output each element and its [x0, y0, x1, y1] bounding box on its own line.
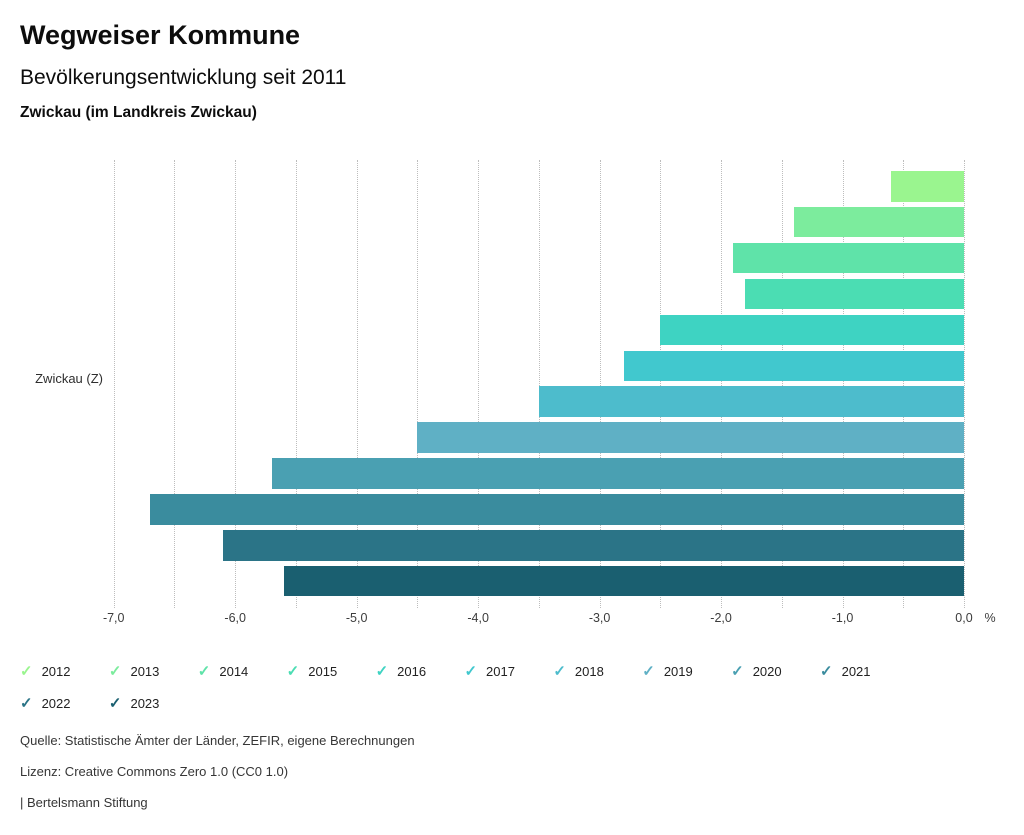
- app-title: Wegweiser Kommune: [20, 20, 301, 50]
- gridline: [235, 160, 237, 608]
- checkmark-icon: ✓: [375, 662, 389, 680]
- legend-item-2014[interactable]: ✓ 2014: [198, 655, 287, 687]
- legend-item-2012[interactable]: ✓ 2012: [20, 655, 109, 687]
- license-text: Lizenz: Creative Commons Zero 1.0 (CC0 1…: [20, 764, 289, 779]
- bar-2022[interactable]: [223, 530, 964, 561]
- x-axis-tick-label: -2,0: [710, 611, 732, 625]
- bar-2019[interactable]: [417, 422, 964, 453]
- gridline: [113, 160, 115, 608]
- bar-2023[interactable]: [283, 565, 964, 597]
- legend-item-2019[interactable]: ✓ 2019: [642, 655, 731, 687]
- legend-year-label: 2014: [219, 663, 249, 679]
- x-axis: % -7,0 -6,0 -5,0 -4,0 -3,0 -2,0 -1,0 0,0: [53, 611, 996, 627]
- x-axis-unit-label: %: [984, 611, 996, 625]
- legend-item-2023[interactable]: ✓ 2023: [109, 687, 198, 719]
- bar-2021[interactable]: [150, 494, 964, 525]
- legend-item-2017[interactable]: ✓ 2017: [464, 655, 553, 687]
- legend-year-label: 2020: [752, 663, 782, 679]
- gridline: [660, 160, 662, 608]
- legend-item-2020[interactable]: ✓ 2020: [731, 655, 820, 687]
- legend-item-2013[interactable]: ✓ 2013: [109, 655, 198, 687]
- gridline: [356, 160, 358, 608]
- checkmark-icon: ✓: [108, 694, 122, 712]
- bar-2013[interactable]: [793, 206, 964, 238]
- x-axis-tick-label: -1,0: [831, 611, 854, 625]
- checkmark-icon: ✓: [553, 662, 566, 680]
- legend-year-label: 2016: [397, 663, 427, 679]
- gridline: [295, 160, 297, 608]
- legend-item-2018[interactable]: ✓ 2018: [553, 655, 642, 687]
- source-text: Quelle: Statistische Ämter der Länder, Z…: [20, 733, 415, 748]
- bar-2014[interactable]: [733, 242, 964, 274]
- checkmark-icon: ✓: [731, 662, 744, 680]
- legend-year-label: 2015: [308, 663, 338, 679]
- bar-chart-plot-area: [53, 160, 965, 608]
- x-axis-tick-label: -6,0: [224, 611, 246, 625]
- legend-item-2021[interactable]: ✓ 2021: [820, 655, 909, 687]
- checkmark-icon: ✓: [820, 662, 833, 680]
- legend-year-label: 2012: [41, 663, 71, 679]
- gridline: [174, 160, 176, 608]
- checkmark-icon: ✓: [20, 694, 33, 712]
- x-axis-tick-label: -3,0: [588, 611, 611, 625]
- legend-year-label: 2013: [130, 663, 160, 679]
- legend-year-label: 2023: [130, 695, 160, 711]
- x-axis-tick-label: -4,0: [467, 611, 489, 625]
- x-axis-tick-label: -5,0: [345, 611, 368, 625]
- checkmark-icon: ✓: [286, 662, 300, 680]
- chart-title: Bevölkerungsentwicklung seit 2011: [20, 66, 347, 89]
- gridline: [903, 160, 905, 608]
- legend-year-label: 2022: [41, 695, 71, 711]
- legend-item-2015[interactable]: ✓ 2015: [287, 655, 376, 687]
- legend-year-label: 2019: [663, 663, 693, 679]
- x-axis-tick-label: -7,0: [102, 611, 125, 625]
- checkmark-icon: ✓: [20, 662, 33, 680]
- checkmark-icon: ✓: [108, 662, 122, 680]
- bar-2017[interactable]: [623, 350, 964, 381]
- gridline: [599, 160, 601, 608]
- checkmark-icon: ✓: [642, 662, 655, 680]
- legend-year-label: 2021: [841, 663, 871, 679]
- gridline: [964, 160, 965, 608]
- legend-item-2016[interactable]: ✓ 2016: [376, 655, 465, 687]
- checkmark-icon: ✓: [464, 662, 478, 680]
- attribution-text: | Bertelsmann Stiftung: [20, 795, 148, 810]
- gridline: [478, 160, 480, 608]
- legend-year-label: 2018: [574, 663, 604, 679]
- bar-2012[interactable]: [891, 171, 964, 202]
- category-axis-label: Zwickau (Z): [35, 371, 103, 386]
- bar-2016[interactable]: [660, 314, 964, 346]
- bar-2015[interactable]: [745, 278, 964, 310]
- bar-2018[interactable]: [538, 386, 964, 417]
- gridline: [417, 160, 419, 608]
- chart-location: Zwickau (im Landkreis Zwickau): [20, 104, 257, 121]
- gridline: [721, 160, 723, 608]
- gridline: [842, 160, 844, 608]
- legend-year-label: 2017: [486, 663, 515, 679]
- bar-2020[interactable]: [271, 458, 964, 489]
- x-axis-tick-label: 0,0: [955, 611, 973, 625]
- legend: ✓ 2012 ✓ 2013 ✓ 2014 ✓ 2015 ✓ 2016 ✓ 2017 ✓ 2018 ✓ 2019…: [20, 655, 916, 719]
- legend-item-2022[interactable]: ✓ 2022: [20, 687, 109, 719]
- gridline: [781, 160, 783, 608]
- checkmark-icon: ✓: [197, 662, 211, 680]
- gridline: [538, 160, 540, 608]
